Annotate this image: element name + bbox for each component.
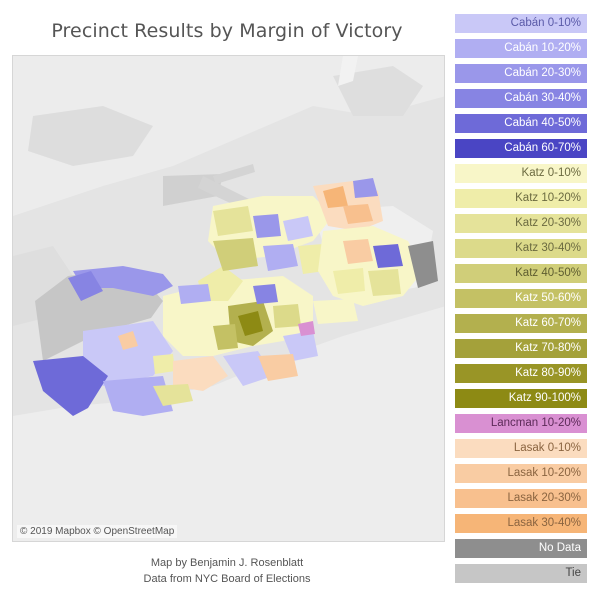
legend-item[interactable]: Katz 30-40% (455, 239, 587, 258)
precinct-caban-20-30-north (253, 214, 281, 238)
precinct-lancman (298, 321, 315, 336)
legend-item[interactable]: Katz 90-100% (455, 389, 587, 408)
precinct-lasak-20-30 (343, 204, 373, 224)
precinct-katz-20-30-north (213, 206, 253, 236)
legend-item[interactable]: Cabán 10-20% (455, 39, 587, 58)
credit-source: Data from NYC Board of Elections (143, 573, 311, 585)
map-credits: Map by Benjamin J. Rosenblatt Data from … (12, 555, 442, 587)
park-area-north (28, 106, 153, 166)
legend-item[interactable]: Lancman 10-20% (455, 414, 587, 433)
precinct-caban-0-10-central-west (83, 321, 173, 386)
land-north (13, 56, 444, 216)
precinct-caban-10-20-north (263, 244, 298, 271)
park-area-northeast (333, 66, 423, 116)
precinct-katz-10-20-north (298, 244, 325, 274)
legend-item[interactable]: No Data (455, 539, 587, 558)
precinct-lasak-30-40 (323, 186, 348, 208)
legend-item[interactable]: Cabán 20-30% (455, 64, 587, 83)
road-northeast (338, 56, 358, 86)
legend-item[interactable]: Cabán 60-70% (455, 139, 587, 158)
tie-district (35, 271, 163, 361)
precinct-katz-0-10-southeast (313, 299, 358, 324)
precinct-caban-0-10-central (283, 331, 318, 361)
legend-item[interactable]: Katz 60-70% (455, 314, 587, 333)
legend-item[interactable]: Katz 20-30% (455, 214, 587, 233)
precinct-katz-50-60 (213, 324, 238, 350)
credit-author: Map by Benjamin J. Rosenblatt (150, 557, 304, 569)
precinct-katz-90-100 (238, 311, 263, 336)
no-data-area (408, 241, 438, 288)
legend-item[interactable]: Katz 40-50% (455, 264, 587, 283)
legend-item[interactable]: Cabán 40-50% (455, 114, 587, 133)
precinct-katz-20-30-east (368, 269, 401, 296)
precinct-caban-20-30-west (73, 266, 173, 296)
legend-item[interactable]: Tie (455, 564, 587, 583)
legend-item[interactable]: Lasak 0-10% (455, 439, 587, 458)
legend-item[interactable]: Cabán 0-10% (455, 14, 587, 33)
precinct-map[interactable]: © 2019 Mapbox © OpenStreetMap (12, 55, 445, 542)
legend-item[interactable]: Katz 50-60% (455, 289, 587, 308)
precinct-katz-20-30-south (153, 384, 193, 406)
map-title: Precinct Results by Margin of Victory (51, 20, 403, 42)
precinct-caban-30-40-west (68, 271, 103, 301)
runway-2 (213, 164, 255, 184)
precinct-caban-40-50-southwest (33, 356, 108, 416)
legend-item[interactable]: Cabán 30-40% (455, 89, 587, 108)
precinct-katz-10-20-east (333, 268, 365, 294)
legend-item[interactable]: Katz 0-10% (455, 164, 587, 183)
precinct-lasak-10-20-south (258, 354, 298, 381)
precinct-lasak-10-20-east (343, 239, 373, 264)
precinct-caban-40-50-east (373, 244, 403, 268)
precinct-caban-30-40-central (253, 284, 278, 304)
legend-item[interactable]: Lasak 30-40% (455, 514, 587, 533)
legend-item[interactable]: Katz 10-20% (455, 189, 587, 208)
precinct-katz-30-40 (273, 304, 301, 328)
map-legend: Cabán 0-10% Cabán 10-20% Cabán 20-30% Cabán… (455, 14, 587, 589)
legend-item[interactable]: Katz 80-90% (455, 364, 587, 383)
legend-item[interactable]: Katz 70-80% (455, 339, 587, 358)
land-south (13, 306, 444, 541)
map-canvas[interactable] (13, 56, 445, 542)
precinct-caban-0-10-north (283, 216, 313, 241)
map-attribution[interactable]: © 2019 Mapbox © OpenStreetMap (17, 525, 178, 538)
precinct-caban-10-20-central (178, 284, 211, 304)
precinct-lasak-10-20-west (118, 331, 138, 350)
precinct-caban-20-30-northeast (353, 178, 378, 198)
precinct-katz-40-50-north (213, 238, 258, 271)
precinct-lasak-0-10-central (173, 356, 228, 391)
precinct-katz-10-20-west (153, 354, 175, 374)
legend-item[interactable]: Lasak 20-30% (455, 489, 587, 508)
legend-item[interactable]: Lasak 10-20% (455, 464, 587, 483)
